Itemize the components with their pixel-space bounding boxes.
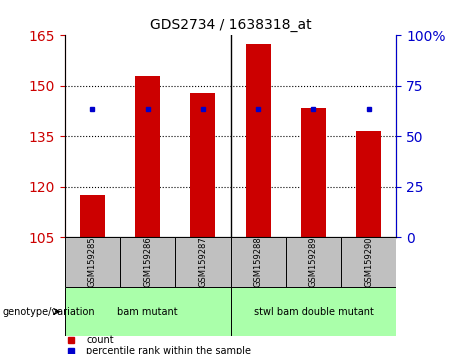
Text: count: count — [86, 335, 114, 345]
FancyBboxPatch shape — [65, 287, 230, 336]
Bar — [190, 93, 215, 237]
Text: stwl bam double mutant: stwl bam double mutant — [254, 307, 373, 316]
FancyBboxPatch shape — [175, 237, 230, 287]
FancyBboxPatch shape — [230, 237, 286, 287]
Text: GSM159290: GSM159290 — [364, 237, 373, 287]
Bar — [246, 44, 271, 237]
FancyBboxPatch shape — [120, 237, 175, 287]
Bar — [80, 195, 105, 237]
FancyBboxPatch shape — [65, 237, 120, 287]
Text: GSM159287: GSM159287 — [198, 236, 207, 287]
Text: bam mutant: bam mutant — [117, 307, 178, 316]
Text: genotype/variation: genotype/variation — [2, 307, 95, 316]
Bar — [301, 108, 326, 237]
Title: GDS2734 / 1638318_at: GDS2734 / 1638318_at — [150, 18, 311, 32]
FancyBboxPatch shape — [230, 287, 396, 336]
Text: percentile rank within the sample: percentile rank within the sample — [86, 346, 251, 354]
Bar — [356, 131, 381, 237]
FancyBboxPatch shape — [286, 237, 341, 287]
Bar — [135, 76, 160, 237]
Text: GSM159285: GSM159285 — [88, 236, 97, 287]
Text: GSM159289: GSM159289 — [309, 236, 318, 287]
Text: GSM159288: GSM159288 — [254, 236, 263, 287]
Text: GSM159286: GSM159286 — [143, 236, 152, 287]
FancyBboxPatch shape — [341, 237, 396, 287]
